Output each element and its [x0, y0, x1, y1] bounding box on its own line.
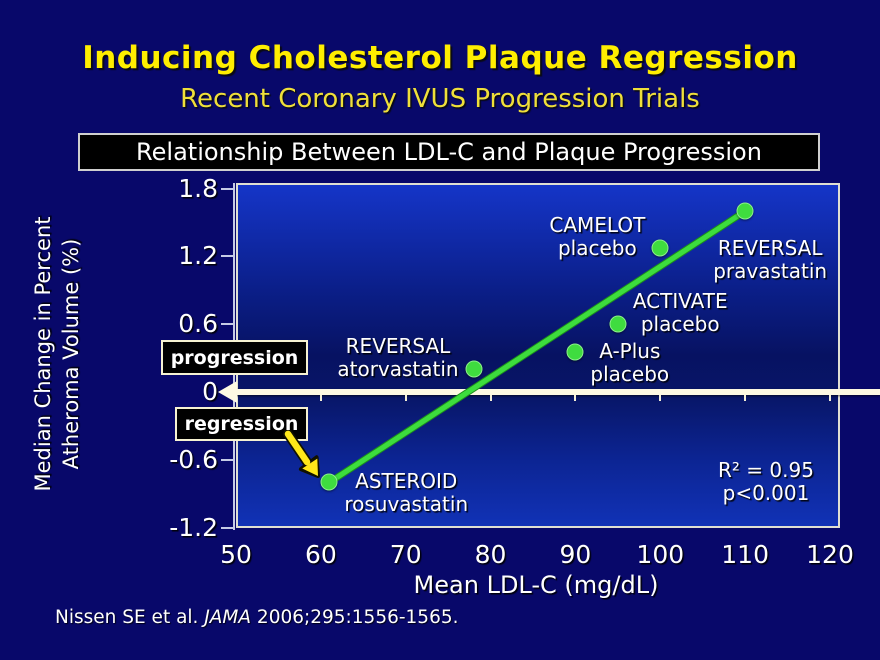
zero-line-tick: [829, 395, 831, 401]
point-label-activate-placebo: ACTIVATE placebo: [632, 289, 728, 337]
data-point-camelot-placebo: [651, 239, 669, 257]
y-tick-label: -0.6: [169, 444, 218, 474]
y-tick-mark: [221, 526, 235, 529]
slide-title: Inducing Cholesterol Plaque Regression: [82, 40, 798, 76]
chart-title-banner: Relationship Between LDL-C and Plaque Pr…: [78, 133, 820, 171]
zero-baseline-arrowhead-icon: [218, 381, 237, 403]
x-tick-label: 70: [389, 540, 422, 569]
data-point-reversal-atorvastatin: [465, 360, 483, 378]
data-point-activate-placebo: [609, 315, 627, 333]
data-point-a-plus-placebo: [566, 343, 584, 361]
y-tick-label: 1.2: [178, 241, 218, 271]
x-tick-label: 80: [474, 540, 507, 569]
y-tick-label: -1.2: [169, 512, 218, 542]
data-point-reversal-pravastatin: [736, 202, 754, 220]
y-tick-label: 0: [202, 377, 218, 406]
regression-label: regression: [184, 413, 299, 435]
progression-label-box: progression: [161, 340, 308, 375]
citation-ref: 2006;295:1556-1565.: [251, 607, 459, 628]
x-tick-label: 110: [721, 540, 769, 569]
point-label-reversal-pravastatin: REVERSAL pravastatin: [713, 236, 828, 284]
point-label-asteroid-rosuvastatin: ASTEROID rosuvastatin: [344, 469, 469, 517]
point-label-camelot-placebo: CAMELOT placebo: [549, 213, 646, 261]
y-tick-mark: [221, 255, 235, 258]
y-tick-mark: [221, 187, 235, 190]
citation-authors: Nissen SE et al.: [55, 607, 205, 628]
x-tick-label: 100: [636, 540, 685, 569]
y-tick-mark: [221, 323, 235, 326]
citation-journal: JAMA: [204, 607, 252, 628]
point-label-reversal-atorvastatin: REVERSAL atorvastatin: [337, 334, 459, 382]
y-tick-label: 0.6: [178, 309, 218, 339]
data-point-asteroid-rosuvastatin: [320, 473, 338, 491]
p-value: p<0.001: [722, 481, 810, 505]
chart-title-text: Relationship Between LDL-C and Plaque Pr…: [136, 138, 762, 166]
citation: Nissen SE et al. JAMA 2006;295:1556-1565…: [55, 607, 459, 628]
x-tick-label: 50: [220, 540, 252, 569]
regression-label-box: regression: [175, 407, 308, 441]
x-tick-label: 90: [559, 540, 592, 569]
y-tick-label: 1.8: [178, 173, 218, 203]
regression-stats: R² = 0.95 p<0.001: [718, 459, 814, 505]
zero-line-tick: [319, 395, 322, 401]
slide-subtitle: Recent Coronary IVUS Progression Trials: [180, 84, 700, 114]
point-label-a-plus-placebo: A-Plus placebo: [590, 339, 670, 387]
x-tick-label: 60: [304, 540, 337, 569]
x-tick-label: 120: [806, 540, 854, 569]
y-tick-mark: [221, 458, 235, 461]
x-axis-title: Mean LDL-C (mg/dL): [413, 571, 659, 599]
r-squared-value: R² = 0.95: [718, 458, 814, 482]
progression-label: progression: [170, 346, 299, 369]
